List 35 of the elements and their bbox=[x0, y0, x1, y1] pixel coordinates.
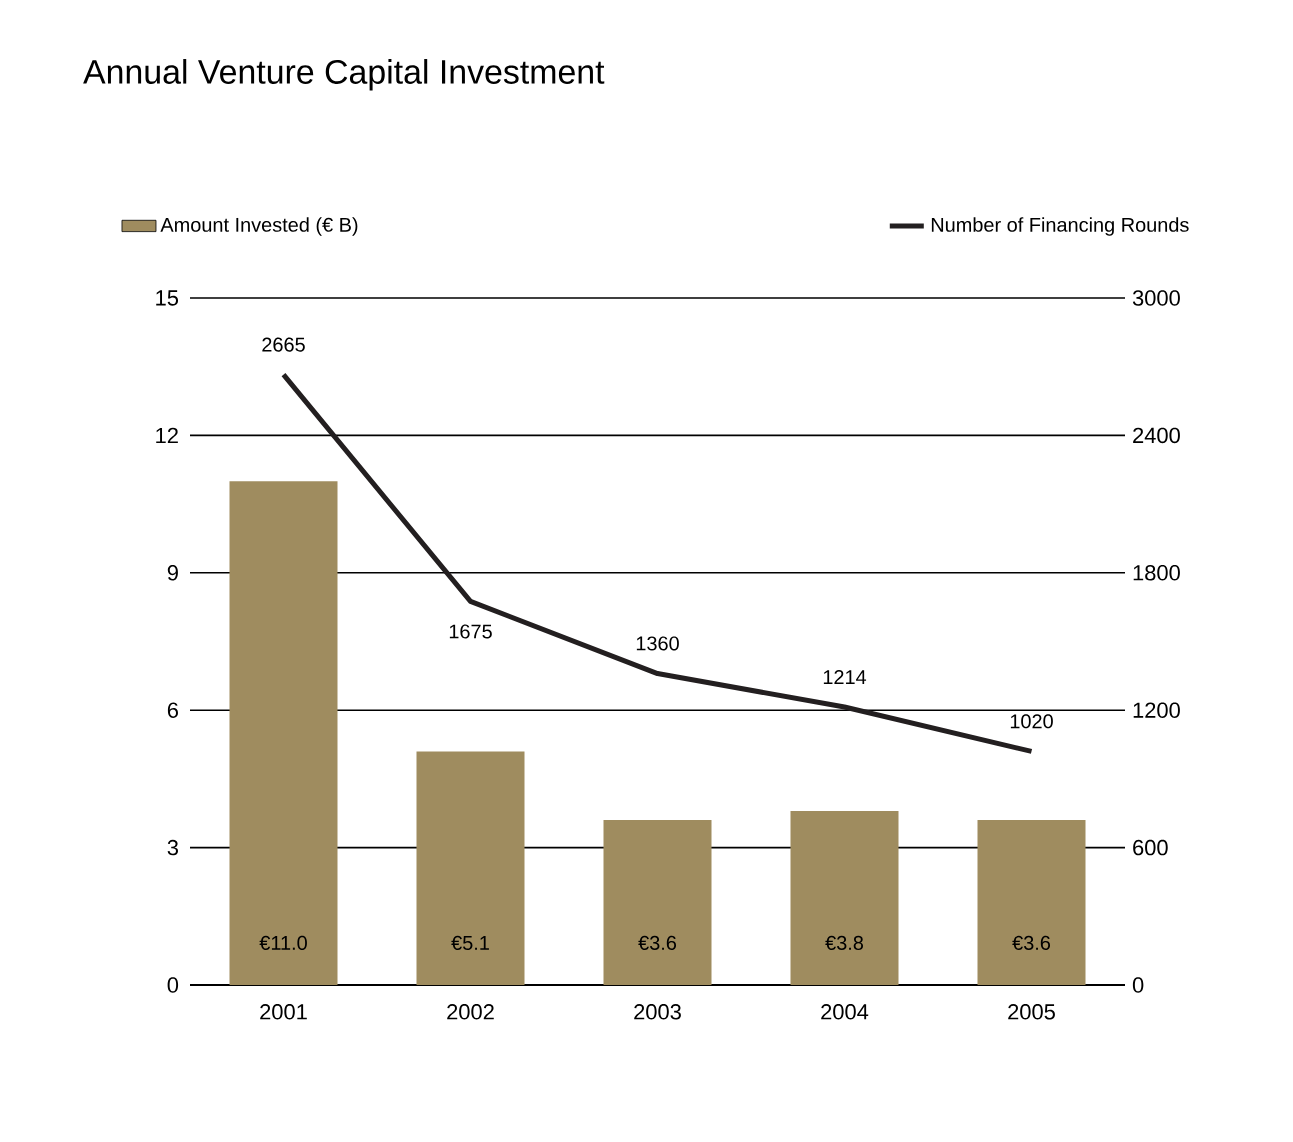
bar bbox=[229, 481, 338, 985]
x-tick-label: 2001 bbox=[260, 1004, 307, 1020]
y2-tick-label: 2400 bbox=[1133, 427, 1180, 444]
y2-tick-label: 1800 bbox=[1133, 565, 1180, 581]
bar bbox=[416, 751, 525, 985]
bar bbox=[790, 810, 899, 985]
y-tick-label: 12 bbox=[156, 427, 178, 444]
x-tick-label: 2004 bbox=[821, 1004, 869, 1020]
y-tick-label: 3 bbox=[167, 839, 178, 856]
data-label: 2665 bbox=[262, 337, 305, 352]
data-label: 1360 bbox=[636, 636, 679, 651]
data-label: 1675 bbox=[449, 624, 492, 639]
data-label: €11.0 bbox=[259, 935, 307, 950]
x-tick-label: 2002 bbox=[447, 1004, 494, 1020]
y-tick-label: 6 bbox=[167, 702, 178, 718]
data-label: 1020 bbox=[1010, 714, 1053, 729]
y2-tick-label: 3000 bbox=[1132, 290, 1180, 306]
data-label: €3.8 bbox=[825, 935, 864, 950]
y-tick-label: 15 bbox=[156, 290, 179, 306]
legend-label: Amount Invested (€ B) bbox=[160, 217, 358, 236]
legend-label: Number of Financing Rounds bbox=[931, 217, 1189, 236]
bar bbox=[603, 820, 712, 985]
x-tick-label: 2003 bbox=[634, 1004, 681, 1020]
data-label: €3.6 bbox=[1012, 935, 1051, 950]
y2-tick-label: 1200 bbox=[1133, 702, 1180, 718]
data-label: €3.6 bbox=[638, 935, 677, 950]
chart-title: Annual Venture Capital Investment bbox=[83, 59, 605, 91]
data-label: 1214 bbox=[823, 670, 867, 684]
y2-tick-label: 600 bbox=[1133, 839, 1168, 856]
y2-tick-label: 0 bbox=[1132, 977, 1144, 993]
data-label: €5.1 bbox=[451, 935, 489, 950]
y-tick-label: 0 bbox=[167, 977, 179, 993]
x-tick-label: 2005 bbox=[1008, 1004, 1055, 1020]
y-tick-label: 9 bbox=[167, 565, 178, 581]
bar bbox=[977, 820, 1086, 985]
